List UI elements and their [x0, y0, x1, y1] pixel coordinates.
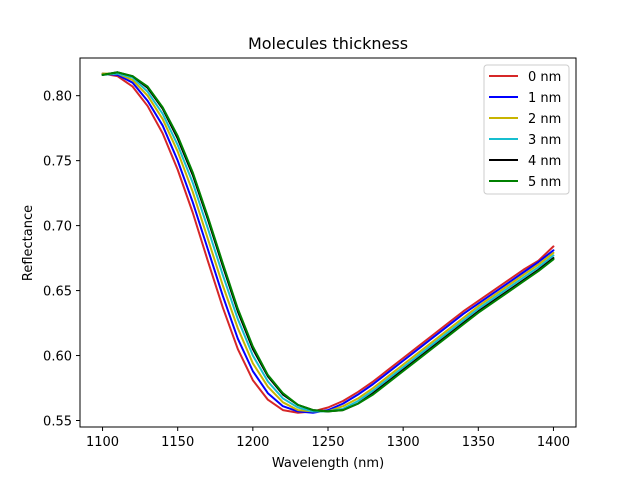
y-tick-label-4: 0.75	[43, 155, 72, 170]
x-axis-label: Wavelength (nm)	[272, 456, 384, 471]
x-tick-label-5: 1350	[462, 435, 495, 450]
chart-title: Molecules thickness	[248, 34, 408, 53]
plot-lines	[101, 71, 555, 414]
y-axis-ticks: 0.55 0.60 0.65 0.70 0.75 0.80	[43, 90, 80, 430]
legend-label-1: 1 nm	[528, 91, 561, 106]
y-axis-label: Reflectance	[21, 205, 36, 281]
series-line-1	[101, 72, 555, 414]
y-tick-label-1: 0.60	[43, 350, 72, 365]
series-line-0	[101, 72, 555, 414]
y-tick-label-0: 0.55	[43, 415, 72, 430]
legend: 0 nm 1 nm 2 nm 3 nm 4 nm 5 nm	[483, 64, 570, 195]
legend-label-3: 3 nm	[528, 133, 561, 148]
y-tick-label-2: 0.65	[43, 285, 72, 300]
x-tick-label-3: 1250	[311, 435, 344, 450]
legend-label-5: 5 nm	[528, 175, 561, 190]
x-tick-label-6: 1400	[537, 435, 570, 450]
legend-label-2: 2 nm	[528, 112, 561, 127]
x-tick-label-0: 1100	[86, 435, 119, 450]
legend-label-4: 4 nm	[528, 154, 561, 169]
x-tick-label-2: 1200	[236, 435, 269, 450]
y-tick-label-3: 0.70	[43, 220, 72, 235]
y-tick-label-5: 0.80	[43, 90, 72, 105]
x-axis-ticks: 1100 1150 1200 1250 1300 1350 1400	[86, 427, 570, 450]
x-tick-label-4: 1300	[387, 435, 420, 450]
x-tick-label-1: 1150	[161, 435, 194, 450]
series-line-5	[101, 71, 555, 413]
legend-label-0: 0 nm	[528, 70, 561, 85]
